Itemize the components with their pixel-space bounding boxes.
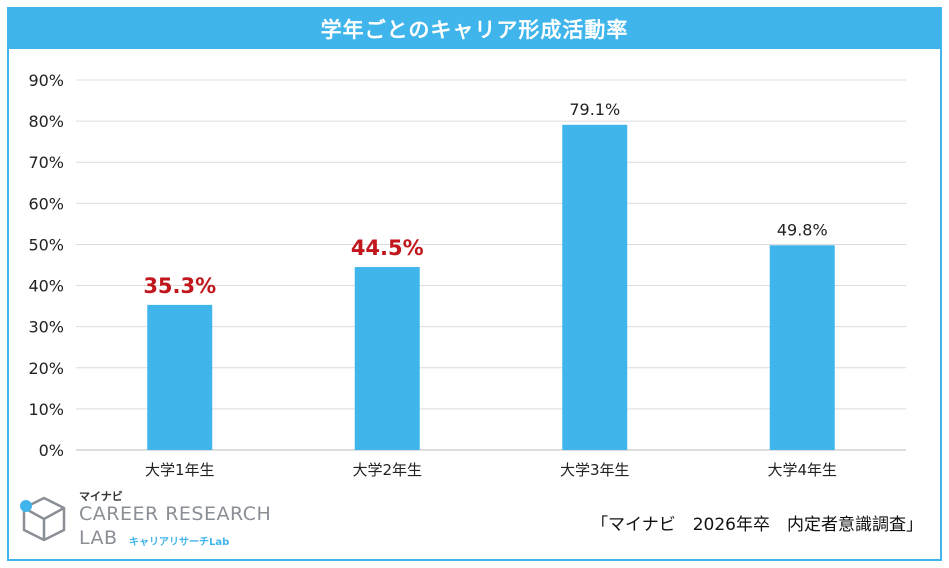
x-tick-label: 大学1年生 bbox=[145, 461, 215, 479]
career-research-lab-logo-icon bbox=[20, 496, 66, 542]
y-tick-label: 70% bbox=[28, 153, 64, 172]
bar bbox=[147, 304, 213, 450]
x-tick-label: 大学2年生 bbox=[352, 461, 422, 479]
source-note: 「マイナビ 2026年卒 内定者意識調査」 bbox=[591, 515, 923, 535]
data-label: 44.5% bbox=[351, 236, 424, 260]
data-label: 79.1% bbox=[569, 100, 620, 119]
logo-title-line2: LAB bbox=[79, 527, 118, 549]
y-tick-label: 60% bbox=[28, 194, 64, 213]
y-tick-label: 30% bbox=[28, 318, 64, 337]
y-tick-label: 90% bbox=[28, 71, 64, 90]
chart-title: 学年ごとのキャリア形成活動率 bbox=[9, 9, 940, 49]
bar bbox=[562, 124, 628, 451]
y-tick-label: 40% bbox=[28, 277, 64, 296]
logo: マイナビ CAREER RESEARCH LAB キャリアリサーチLab bbox=[18, 490, 271, 550]
y-tick-label: 50% bbox=[28, 235, 64, 254]
bar bbox=[354, 267, 420, 450]
y-tick-label: 0% bbox=[39, 441, 64, 460]
logo-brand: マイナビ bbox=[79, 490, 123, 503]
data-label: 49.8% bbox=[777, 220, 828, 239]
y-tick-label: 10% bbox=[28, 400, 64, 419]
x-tick-label: 大学3年生 bbox=[560, 461, 630, 479]
bar bbox=[769, 245, 835, 450]
data-label: 35.3% bbox=[143, 274, 216, 298]
y-tick-label: 80% bbox=[28, 112, 64, 131]
logo-subtitle: キャリアリサーチLab bbox=[129, 537, 230, 548]
x-tick-label: 大学4年生 bbox=[767, 461, 837, 479]
logo-title-line1: CAREER RESEARCH bbox=[79, 503, 272, 525]
y-tick-label: 20% bbox=[28, 359, 64, 378]
